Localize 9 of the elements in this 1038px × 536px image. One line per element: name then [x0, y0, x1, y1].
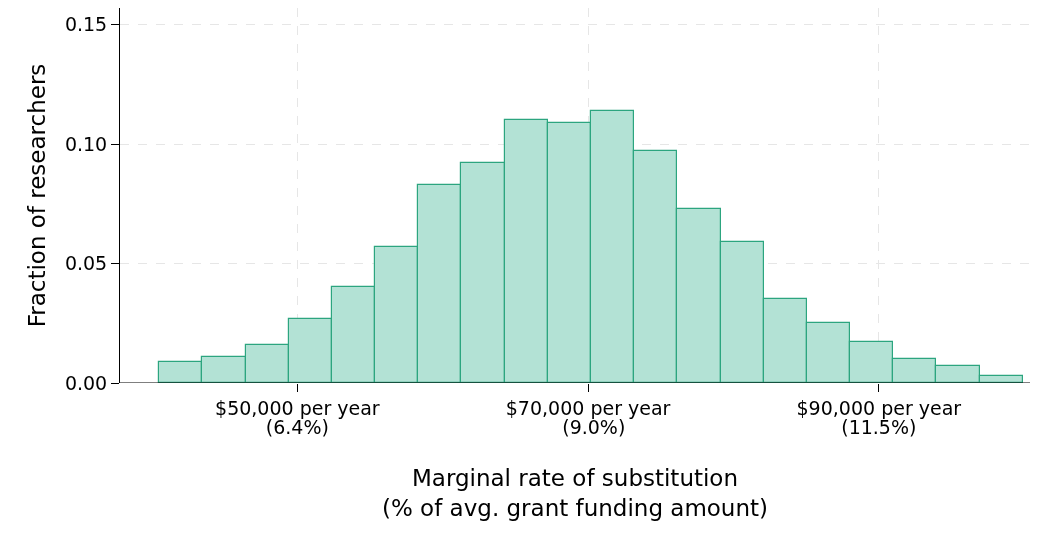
x-tick-label: $90,000 per year [796, 396, 962, 419]
y-tick-label: 0.05 [64, 252, 108, 275]
y-tick-label: 0.10 [64, 132, 108, 155]
y-tick-label: 0.00 [64, 371, 108, 394]
x-tick-label: $50,000 per year [215, 396, 380, 419]
x-tick-label: $70,000 per year [505, 396, 671, 419]
y-axis-title: Fraction of researchers [24, 63, 51, 328]
x-axis-title: Marginal rate of substitution (% of avg. grant funding amount) [381, 465, 769, 522]
y-tick-label: 0.15 [64, 13, 108, 36]
